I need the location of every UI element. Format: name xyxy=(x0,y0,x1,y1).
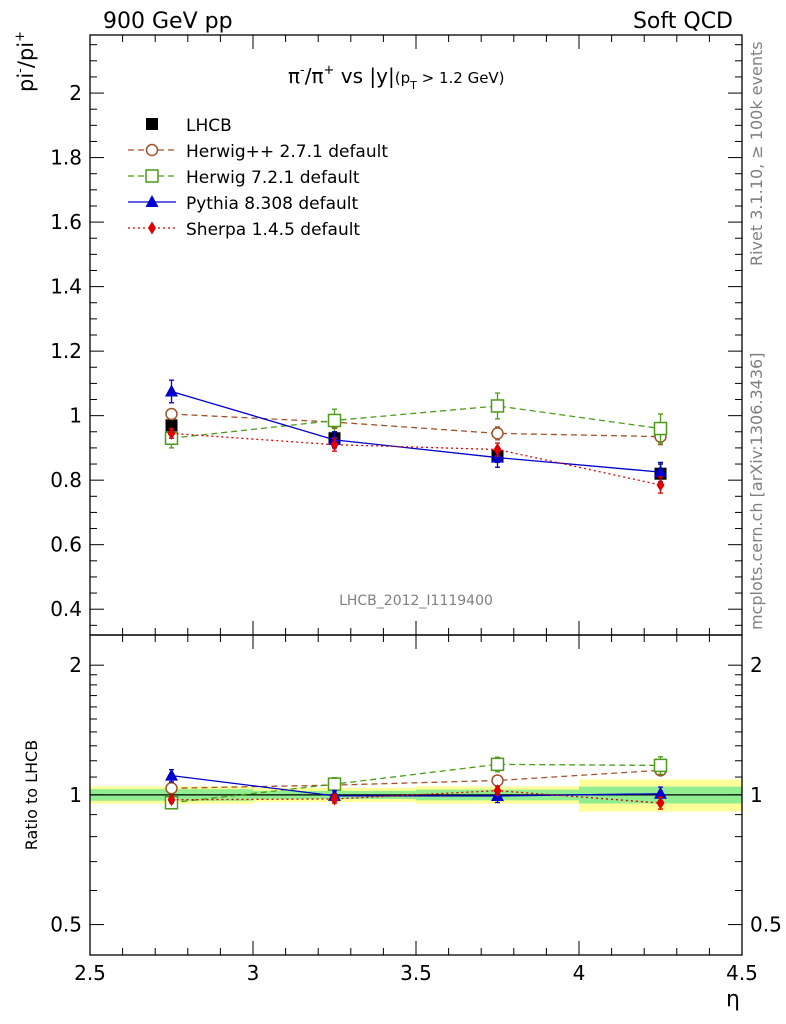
y-tick-label: 1 xyxy=(69,404,82,428)
series-3-point xyxy=(167,426,176,440)
series-1-ratio-point xyxy=(490,757,505,772)
y-tick-label: 0.8 xyxy=(50,468,82,492)
series-2-ratio-line xyxy=(171,775,661,797)
ratio-y-tick-label: 1 xyxy=(69,783,82,807)
legend-label-2: Pythia 8.308 default xyxy=(186,194,359,214)
series-3-ratio-point xyxy=(656,796,665,810)
legend-label-lhcb: LHCB xyxy=(186,116,232,136)
series-0-ratio-point xyxy=(165,782,178,795)
legend-label-1: Herwig 7.2.1 default xyxy=(186,168,360,188)
analysis-label: LHCB_2012_I1119400 xyxy=(339,593,493,609)
series-1-ratio-point xyxy=(653,758,668,773)
header-right: Soft QCD xyxy=(633,9,733,34)
legend-marker-0 xyxy=(145,143,159,157)
ratio-y-tick-label-right: 2 xyxy=(750,653,763,677)
x-tick-label: 4.5 xyxy=(726,961,758,985)
series-0-point xyxy=(165,407,178,421)
y-tick-label: 2 xyxy=(69,81,82,105)
ratio-y-tick-label: 0.5 xyxy=(50,913,82,937)
y-tick-label: 0.4 xyxy=(50,597,82,621)
y-axis-label: pi-/pi+ xyxy=(13,31,38,92)
main-series-layer xyxy=(164,379,668,494)
series-1-line xyxy=(171,405,661,439)
ratio-series-layer xyxy=(164,756,668,810)
legend-marker-lhcb xyxy=(146,118,158,130)
y-tick-label: 1.8 xyxy=(50,146,82,170)
mcplots-label: mcplots.cern.ch [arXiv:1306.3436] xyxy=(747,353,766,630)
series-0-ratio-line xyxy=(171,769,661,789)
y-tick-label: 1.4 xyxy=(50,275,82,299)
series-2-point xyxy=(165,384,178,397)
series-1-ratio-line xyxy=(171,763,661,804)
series-3-ratio-point xyxy=(493,784,502,798)
axes: 2.5 3 3.5 4 4.5 0.4 0.6 0.8 1 1.2 1.4 1.6 1.8 2 0.5 0.5… xyxy=(50,34,782,985)
series-3-point xyxy=(330,438,339,452)
legend-label-3: Sherpa 1.4.5 default xyxy=(186,220,360,240)
ratio-y-tick-label-right: 1 xyxy=(750,783,763,807)
x-axis-label: η xyxy=(726,987,740,1012)
lhcb-data-point xyxy=(165,419,178,432)
series-0-point xyxy=(491,427,504,440)
series-1-point xyxy=(490,399,505,413)
series-3-ratio-point xyxy=(167,793,176,807)
y-tick-label: 1.6 xyxy=(50,210,82,234)
ratio-y-tick-label-right: 0.5 xyxy=(750,913,782,937)
legend: LHCB Herwig++ 2.7.1 default Herwig 7.2.1 d… xyxy=(128,116,388,240)
y-tick-label: 0.6 xyxy=(50,533,82,557)
x-tick-label: 3 xyxy=(247,961,260,985)
y-tick-label: 1.2 xyxy=(50,339,82,363)
x-tick-label: 4 xyxy=(573,961,586,985)
series-3-line xyxy=(171,432,661,486)
legend-marker-3 xyxy=(148,221,156,235)
series-3-point xyxy=(493,443,502,457)
series-3-ratio-line xyxy=(171,790,661,804)
x-tick-label: 3.5 xyxy=(400,961,432,985)
ratio-y-axis-label: Ratio to LHCB xyxy=(22,740,41,850)
series-2-line xyxy=(171,390,661,473)
series-2-ratio-point xyxy=(165,768,178,781)
series-1-point xyxy=(327,413,342,428)
series-3-point xyxy=(656,478,665,492)
series-1-point xyxy=(653,421,668,436)
series-3-ratio-point xyxy=(330,792,339,806)
legend-label-0: Herwig++ 2.7.1 default xyxy=(186,142,388,162)
header-left: 900 GeV pp xyxy=(103,9,233,34)
rivet-label: Rivet 3.1.10, ≥ 100k events xyxy=(747,41,766,266)
x-tick-label: 2.5 xyxy=(74,961,106,985)
chart-title: π-/π+ vs |y|(pT > 1.2 GeV) xyxy=(288,63,505,92)
series-1-ratio-point xyxy=(327,777,342,791)
ratio-y-tick-label: 2 xyxy=(69,653,82,677)
series-2-ratio-point xyxy=(654,786,667,799)
legend-marker-2 xyxy=(145,195,159,207)
legend-marker-1 xyxy=(145,169,159,183)
series-2-point xyxy=(654,465,667,478)
series-0-line xyxy=(171,413,661,438)
